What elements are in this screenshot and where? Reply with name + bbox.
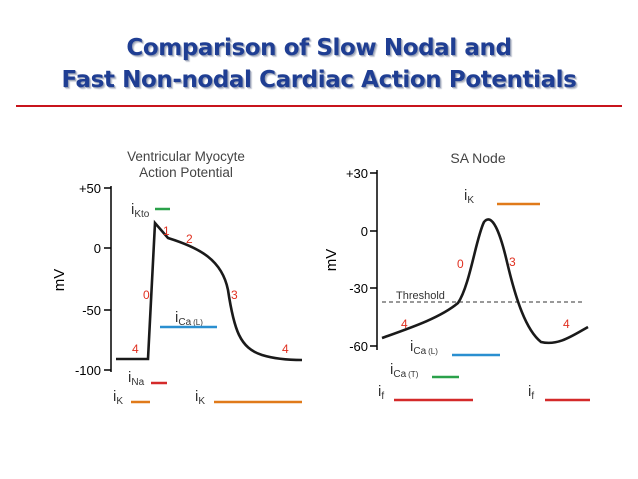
- sa-node-title: SA Node: [450, 150, 505, 166]
- ventricular-phase-1: 1: [163, 224, 170, 238]
- ventricular-tick-label: 0: [94, 241, 101, 256]
- label-ical: iCa (L): [175, 309, 203, 328]
- sa-phase-0: 0: [457, 257, 464, 271]
- ventricular-phase-4a: 4: [132, 342, 139, 356]
- label-ina: iNa: [128, 369, 145, 388]
- sa-tick-label: -60: [349, 339, 368, 354]
- sa-y-label: mV: [323, 249, 340, 272]
- sa-phase-3: 3: [509, 255, 516, 269]
- sa-phase-4b: 4: [563, 317, 570, 331]
- sa-tick-label: 0: [361, 224, 368, 239]
- sa-waveform: [381, 218, 589, 345]
- sa-phase-4a: 4: [401, 317, 408, 331]
- ventricular-tick-label: -50: [82, 303, 101, 318]
- label-sa-if-late: if: [528, 383, 534, 402]
- ventricular-phase-3: 3: [231, 288, 238, 302]
- label-sa-ical: iCa (L): [410, 338, 438, 357]
- sa-tick-label: -30: [349, 281, 368, 296]
- label-ik-early: iK: [113, 388, 123, 407]
- ventricular-waveform: [116, 219, 303, 362]
- ventricular-phase-0: 0: [143, 288, 150, 302]
- title-line-1: Comparison of Slow Nodal and: [126, 35, 512, 61]
- ventricular-y-label: mV: [51, 269, 68, 292]
- threshold-label: Threshold: [396, 290, 445, 302]
- title-line-2: Fast Non-nodal Cardiac Action Potentials: [61, 67, 577, 93]
- label-sa-if-early: if: [378, 383, 384, 402]
- label-ik-late: iK: [195, 388, 205, 407]
- ventricular-tick-label: -100: [75, 363, 101, 378]
- ventricular-title-1: Ventricular Myocyte: [127, 149, 245, 164]
- sa-tick-label: +30: [346, 166, 368, 181]
- label-ikto: iKto: [131, 201, 150, 220]
- sa-node-panel: SA Node +30 0 -30 -60 mV Threshold 0 3 4…: [323, 150, 590, 402]
- ventricular-panel: Ventricular Myocyte Action Potential +50…: [51, 149, 303, 407]
- ventricular-phase-4b: 4: [282, 342, 289, 356]
- ventricular-tick-label: +50: [79, 181, 101, 196]
- ventricular-phase-2: 2: [186, 232, 193, 246]
- title-divider: [16, 105, 622, 107]
- label-sa-ik: iK: [464, 187, 474, 206]
- ventricular-title-2: Action Potential: [139, 165, 233, 180]
- label-sa-icat: iCa (T): [390, 361, 419, 380]
